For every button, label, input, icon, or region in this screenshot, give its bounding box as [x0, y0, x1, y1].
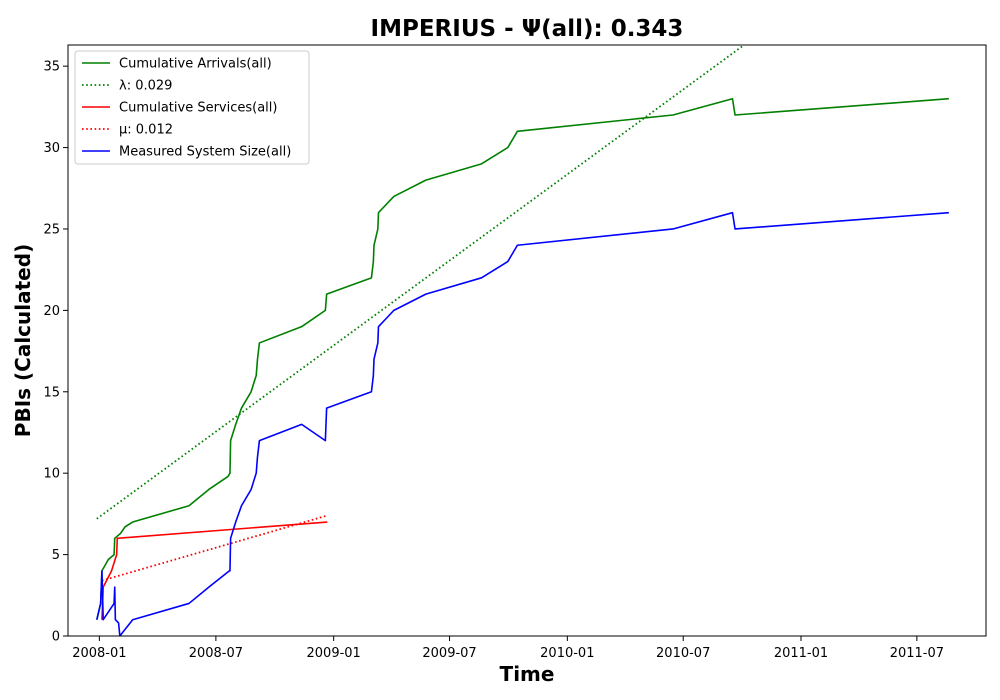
y-tick-label: 15 — [43, 385, 60, 400]
plot-frame — [67, 44, 987, 637]
x-tick-label: 2009-07 — [422, 646, 476, 661]
y-tick-label: 20 — [43, 304, 60, 319]
x-tick-label: 2008-07 — [189, 646, 243, 661]
y-tick-label: 35 — [43, 60, 60, 75]
chart-title: IMPERIUS - Ψ(all): 0.343 — [371, 16, 684, 42]
y-tick-label: 10 — [43, 467, 60, 482]
x-tick-label: 2010-01 — [540, 646, 594, 661]
x-ticks: 2008-01 2008-07 2009-01 2009-07 2010-01 2010-… — [72, 636, 944, 661]
x-axis-label: Time — [500, 662, 555, 686]
series-line-2 — [96, 45, 745, 520]
legend-label-5: Measured System Size(all) — [119, 145, 291, 160]
legend-frame — [74, 50, 310, 165]
y-tick-label: 5 — [52, 548, 60, 563]
series-line-1 — [96, 97, 949, 620]
x-tick-label: 2011-01 — [774, 646, 828, 661]
y-tick-label: 30 — [43, 141, 60, 156]
x-tick-label: 2010-07 — [656, 646, 710, 661]
y-tick-label: 25 — [43, 222, 60, 237]
legend: Cumulative Arrivals(all) λ: 0.029 Cumulati… — [74, 50, 310, 165]
legend-label-3: Cumulative Services(all) — [119, 101, 277, 116]
legend-label-4: μ: 0.012 — [119, 123, 173, 138]
series-line-5 — [96, 211, 949, 636]
x-tick-label: 2009-01 — [307, 646, 361, 661]
x-tick-label: 2011-07 — [890, 646, 944, 661]
y-ticks: 0 5 10 15 20 25 30 35 — [43, 60, 68, 645]
x-tick-label: 2008-01 — [72, 646, 126, 661]
y-axis-label: PBIs (Calculated) — [11, 244, 35, 437]
legend-label-2: λ: 0.029 — [119, 79, 172, 94]
series-line-4 — [101, 514, 328, 582]
legend-label-1: Cumulative Arrivals(all) — [119, 57, 272, 72]
y-tick-label: 0 — [52, 630, 60, 645]
plot-lines — [96, 45, 949, 636]
